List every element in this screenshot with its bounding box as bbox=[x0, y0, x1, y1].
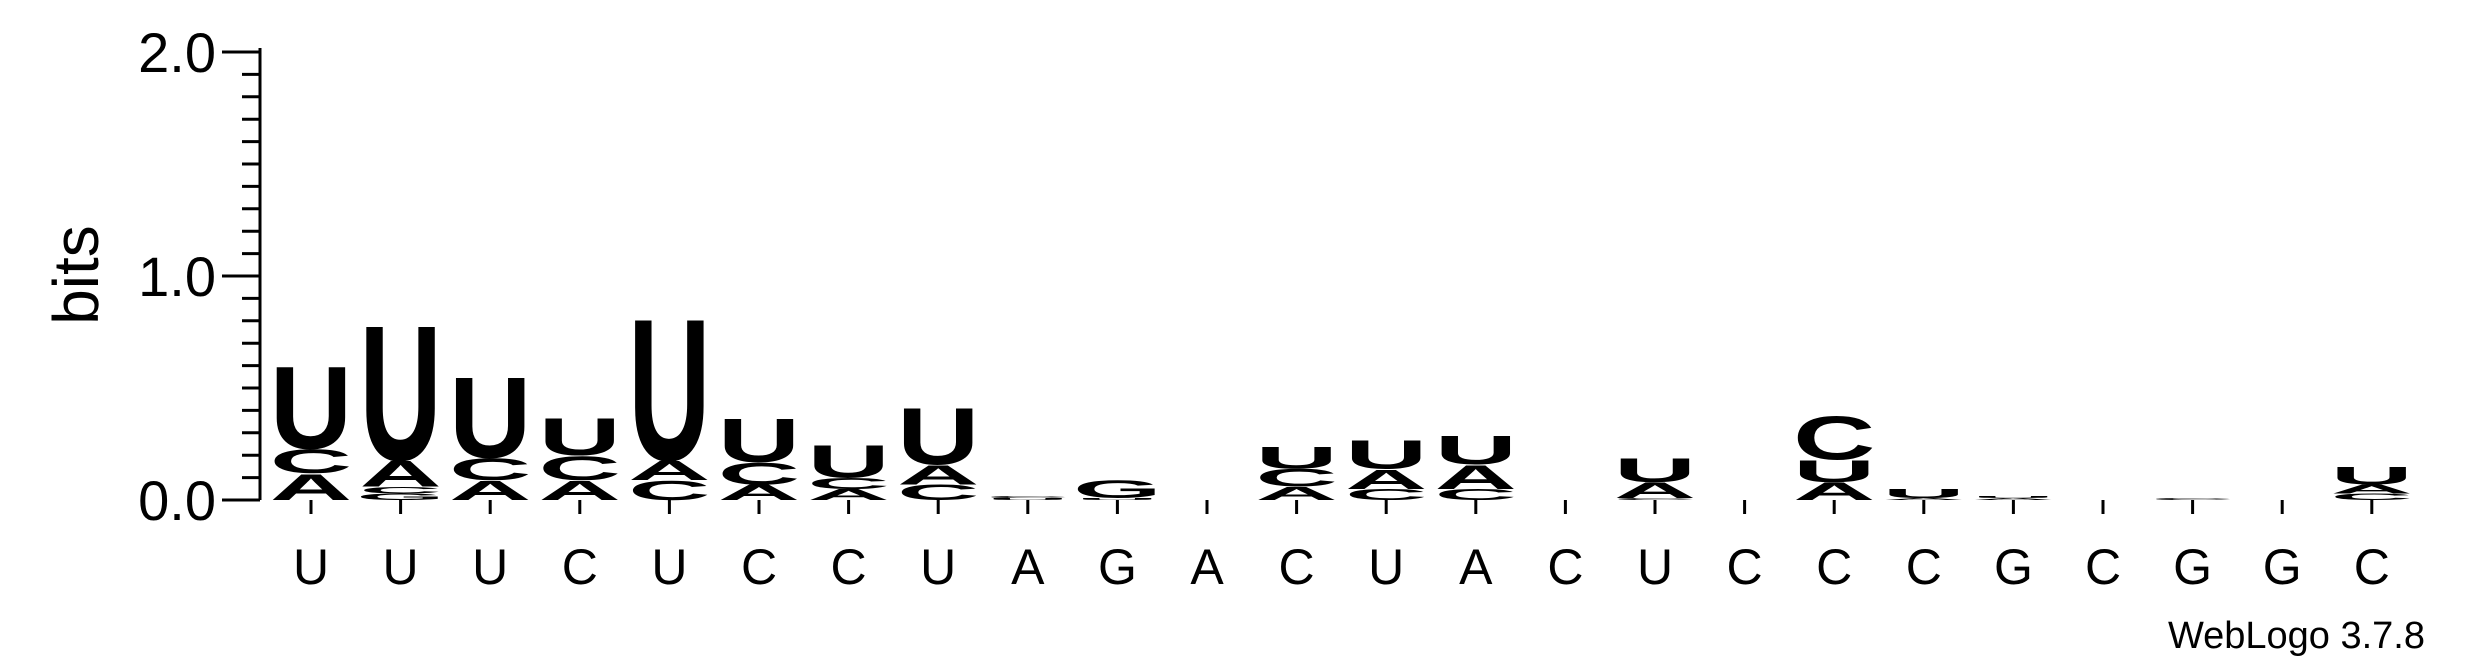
x-tick-label: U bbox=[1637, 539, 1673, 595]
y-axis-ticks: 0.0 1.0 2.0 bbox=[138, 21, 260, 532]
logo-letter-A: A bbox=[1255, 483, 1337, 504]
y-tick-label: 0.0 bbox=[138, 469, 216, 532]
x-tick-label: G bbox=[1994, 539, 2033, 595]
logo-letter-U: U bbox=[1255, 440, 1337, 475]
x-tick-label: A bbox=[1011, 539, 1045, 595]
logo-letter-U: U bbox=[2331, 462, 2413, 490]
logo-letter-U: U bbox=[897, 391, 979, 481]
logo-letter-C: C bbox=[359, 485, 441, 495]
x-tick-label: U bbox=[651, 539, 687, 595]
x-tick-label: C bbox=[1816, 539, 1852, 595]
logo-letter-U: U bbox=[270, 342, 352, 474]
logo-letter-A: A bbox=[1972, 497, 2054, 500]
logo-letter-C: C bbox=[807, 475, 889, 492]
x-tick-label: U bbox=[383, 539, 419, 595]
x-tick-label: G bbox=[2263, 539, 2302, 595]
logo-letter-U: U bbox=[1883, 487, 1965, 501]
logo-letter-C: C bbox=[1435, 486, 1517, 503]
logo-letter-U: U bbox=[359, 286, 441, 502]
logo-letter-C: C bbox=[987, 495, 1069, 498]
logo-letter-A: A bbox=[807, 486, 889, 503]
y-tick-label: 1.0 bbox=[138, 245, 216, 308]
x-tick-label: U bbox=[293, 539, 329, 595]
logo-letter-A: A bbox=[628, 455, 710, 486]
x-tick-label: C bbox=[831, 539, 867, 595]
logo-letter-A: A bbox=[359, 453, 441, 495]
x-tick-label: C bbox=[1279, 539, 1315, 595]
logo-letter-U: U bbox=[807, 436, 889, 488]
x-tick-label: G bbox=[1098, 539, 1137, 595]
logo-letter-A: A bbox=[1614, 478, 1696, 502]
x-tick-label: C bbox=[741, 539, 777, 595]
weblogo-credit: WebLogo 3.7.8 bbox=[2168, 615, 2425, 657]
x-tick-label: U bbox=[472, 539, 508, 595]
logo-letter-U: U bbox=[539, 408, 621, 467]
x-tick-label: C bbox=[1547, 539, 1583, 595]
logo-letter-U: U bbox=[987, 497, 1069, 500]
x-tick-label: C bbox=[2085, 539, 2121, 595]
logo-letter-C: C bbox=[1345, 486, 1427, 503]
logo-letter-C: C bbox=[449, 452, 531, 487]
logo-letter-G: G bbox=[1073, 475, 1162, 503]
x-tick-label: C bbox=[562, 539, 598, 595]
x-tick-label: C bbox=[1906, 539, 1942, 595]
logo-letter-C: C bbox=[1614, 497, 1696, 500]
logo-letter-A: A bbox=[1345, 463, 1427, 494]
logo-letter-U: U bbox=[718, 406, 800, 475]
logo-letter-C: C bbox=[1255, 464, 1337, 492]
logo-letter-U: U bbox=[449, 354, 531, 483]
logo-letter-G: G bbox=[356, 492, 445, 502]
logo-letter-A: A bbox=[1435, 458, 1517, 496]
x-tick-label: A bbox=[1459, 539, 1493, 595]
logo-letter-U: U bbox=[628, 276, 710, 503]
x-tick-label: U bbox=[1368, 539, 1404, 595]
logo-letter-C: C bbox=[718, 456, 800, 491]
logo-letter-C: C bbox=[539, 449, 621, 487]
logo-letter-C: C bbox=[1793, 404, 1875, 473]
logo-letter-U: U bbox=[1076, 497, 1158, 500]
logo-letter-A: A bbox=[2331, 482, 2413, 496]
x-tick-label: C bbox=[1727, 539, 1763, 595]
x-tick-label: G bbox=[2173, 539, 2212, 595]
logo-letter-U: U bbox=[1435, 428, 1517, 473]
logo-letter-U: U bbox=[1345, 433, 1427, 478]
y-axis-label: bits bbox=[40, 225, 112, 325]
x-tick-label: C bbox=[2354, 539, 2390, 595]
logo-letter-A: A bbox=[897, 459, 979, 490]
logo-letter-U: U bbox=[1972, 495, 2054, 498]
logo-letter-U: U bbox=[1793, 454, 1875, 489]
logo-letter-C: C bbox=[2331, 492, 2413, 502]
x-tick-label: U bbox=[920, 539, 956, 595]
logo-letter-C: C bbox=[270, 442, 352, 480]
x-tick-label: A bbox=[1190, 539, 1224, 595]
y-tick-label: 2.0 bbox=[138, 21, 216, 84]
logo-letter-A: A bbox=[1883, 497, 1965, 500]
logo-letter-C: C bbox=[2151, 497, 2233, 500]
logo-letter-U: U bbox=[1614, 451, 1696, 489]
